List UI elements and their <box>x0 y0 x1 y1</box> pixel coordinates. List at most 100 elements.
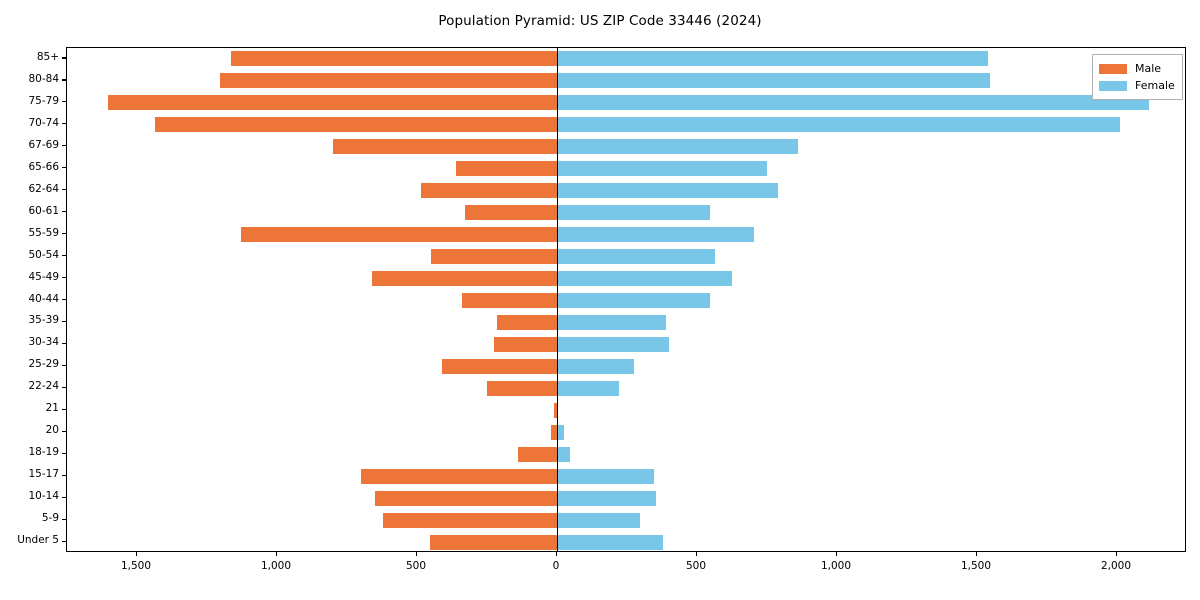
y-tick-mark <box>62 540 66 542</box>
legend-item-male[interactable]: Male <box>1099 60 1175 77</box>
y-tick-label-65-66: 65-66 <box>28 160 59 173</box>
bar-male-25-29 <box>442 358 557 374</box>
y-tick-mark <box>62 408 66 410</box>
x-tick-label: 1,000 <box>260 560 292 572</box>
bar-male-18-19 <box>517 446 557 462</box>
y-tick-label-22-24: 22-24 <box>28 380 59 393</box>
x-tick-label: 1,500 <box>120 560 152 572</box>
y-tick-mark <box>62 386 66 388</box>
y-tick-label-75-79: 75-79 <box>28 94 59 107</box>
x-tick-label: 2,000 <box>1100 560 1132 572</box>
x-tick-label: 0 <box>552 560 560 572</box>
y-tick-label-20: 20 <box>45 424 59 437</box>
bar-male-65-66 <box>456 161 557 177</box>
bar-male-5-9 <box>383 512 557 528</box>
plot-area <box>66 47 1186 552</box>
x-tick-mark <box>415 552 417 556</box>
y-tick-mark <box>62 189 66 191</box>
bar-female-80-84 <box>557 73 990 89</box>
bar-female-22-24 <box>557 380 619 396</box>
bar-female-18-19 <box>557 446 570 462</box>
y-tick-label-50-54: 50-54 <box>28 248 59 261</box>
y-tick-mark <box>62 101 66 103</box>
y-tick-mark <box>62 145 66 147</box>
bar-female-35-39 <box>557 314 667 330</box>
x-tick-mark <box>975 552 977 556</box>
y-tick-label-under-5: Under 5 <box>17 534 59 547</box>
bar-female-25-29 <box>557 358 634 374</box>
y-tick-label-62-64: 62-64 <box>28 182 59 195</box>
bar-male-30-34 <box>494 336 557 352</box>
y-tick-label-60-61: 60-61 <box>28 204 59 217</box>
y-tick-label-35-39: 35-39 <box>28 314 59 327</box>
page-title: Population Pyramid: US ZIP Code 33446 (2… <box>438 13 762 29</box>
bar-female-62-64 <box>557 183 779 199</box>
y-tick-mark <box>62 299 66 301</box>
bar-male-80-84 <box>219 73 557 89</box>
y-tick-label-21: 21 <box>45 402 59 415</box>
y-tick-mark <box>62 320 66 323</box>
bar-male-45-49 <box>372 271 557 287</box>
y-tick-mark <box>62 57 66 59</box>
x-tick-mark <box>275 552 277 556</box>
legend-swatch-male <box>1099 63 1127 74</box>
y-tick-label-18-19: 18-19 <box>28 446 59 459</box>
x-tick-label: 1,500 <box>960 560 992 572</box>
x-tick-label: 1,000 <box>820 560 852 572</box>
y-tick-mark <box>62 255 66 257</box>
y-tick-mark <box>62 342 66 344</box>
bar-male-40-44 <box>461 293 557 308</box>
x-tick-mark <box>695 552 697 556</box>
y-tick-label-85+: 85+ <box>36 50 59 63</box>
bar-male-60-61 <box>464 205 557 221</box>
y-tick-mark <box>62 430 66 432</box>
y-tick-label-45-49: 45-49 <box>28 270 59 283</box>
y-tick-mark <box>62 233 66 235</box>
bar-male-21 <box>553 402 557 418</box>
y-tick-mark <box>62 211 66 213</box>
chart-legend: Male Female <box>1092 54 1183 100</box>
y-tick-mark <box>62 474 66 476</box>
bar-male-67-69 <box>333 139 557 155</box>
y-tick-label-25-29: 25-29 <box>28 358 59 371</box>
y-tick-label-40-44: 40-44 <box>28 292 59 305</box>
bar-female-45-49 <box>557 271 732 287</box>
zero-axis-line <box>557 48 559 551</box>
y-tick-label-5-9: 5-9 <box>41 512 59 525</box>
bar-male-22-24 <box>487 380 557 396</box>
bars-layer <box>67 48 1185 551</box>
x-tick-label: 500 <box>405 560 427 572</box>
legend-label-female: Female <box>1135 79 1175 92</box>
bar-female-40-44 <box>557 293 710 308</box>
bar-female-20 <box>557 424 564 440</box>
bar-female-85+ <box>557 51 989 67</box>
y-tick-mark <box>62 452 66 454</box>
y-tick-label-30-34: 30-34 <box>28 336 59 349</box>
y-tick-mark <box>62 518 66 520</box>
bar-female-60-61 <box>557 205 710 221</box>
x-tick-mark <box>135 552 137 556</box>
x-tick-mark <box>555 552 557 556</box>
y-tick-label-10-14: 10-14 <box>28 490 59 503</box>
legend-item-female[interactable]: Female <box>1099 77 1175 94</box>
bar-female-15-17 <box>557 468 654 484</box>
bar-male-10-14 <box>375 490 557 506</box>
bar-male-20 <box>550 424 557 440</box>
bar-male-70-74 <box>155 117 557 133</box>
y-tick-mark <box>62 79 66 81</box>
bar-female-5-9 <box>557 512 640 528</box>
y-tick-mark <box>62 167 66 169</box>
legend-swatch-female <box>1099 80 1127 91</box>
x-tick-mark <box>835 552 837 556</box>
y-tick-mark <box>62 123 66 125</box>
bar-male-15-17 <box>361 468 557 484</box>
bar-female-30-34 <box>557 336 669 352</box>
y-tick-mark <box>62 496 66 498</box>
bar-male-under-5 <box>429 534 557 550</box>
x-tick-label: 500 <box>685 560 707 572</box>
bar-female-70-74 <box>557 117 1120 133</box>
bar-female-67-69 <box>557 139 798 155</box>
y-tick-label-15-17: 15-17 <box>28 468 59 481</box>
y-tick-mark <box>62 277 66 279</box>
